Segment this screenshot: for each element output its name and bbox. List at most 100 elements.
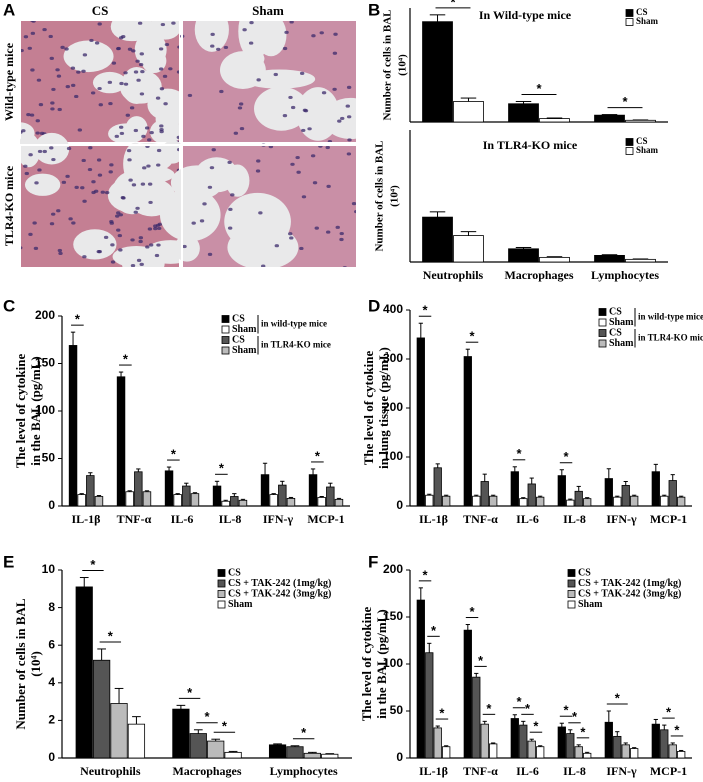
legend-label: CS <box>232 313 245 324</box>
legend-swatch <box>217 569 226 577</box>
error-bar <box>653 718 658 725</box>
significance-label: * <box>470 604 476 619</box>
alveolus <box>112 171 152 215</box>
error-bar <box>144 490 150 492</box>
error-bar <box>427 493 432 496</box>
nucleus <box>346 152 352 156</box>
bar <box>238 499 248 507</box>
nucleus <box>76 70 81 74</box>
nucleus <box>139 52 144 56</box>
legend-swatch <box>567 590 576 598</box>
nucleus <box>210 44 215 48</box>
legend-label: Sham <box>232 345 257 356</box>
bar <box>286 746 304 759</box>
nucleus <box>65 174 70 178</box>
error-bar <box>465 624 470 631</box>
x-tick-label: TNF-α <box>463 764 498 778</box>
alveolus <box>219 51 266 89</box>
error-bar <box>474 672 479 678</box>
bar <box>536 746 545 759</box>
significance-label: * <box>301 725 307 740</box>
y-axis-label: in the BAL (pg/mL) <box>28 356 43 465</box>
bar <box>321 753 339 759</box>
bar <box>604 721 613 759</box>
alveolus <box>254 86 309 131</box>
nucleus <box>138 239 143 244</box>
nucleus <box>319 31 324 35</box>
bar <box>453 235 484 263</box>
nucleus <box>142 166 147 170</box>
nucleus <box>302 108 308 112</box>
y-tick-label: 50 <box>42 451 56 465</box>
alveolus <box>73 229 117 260</box>
nucleus <box>159 130 164 134</box>
nucleus <box>110 243 115 247</box>
x-tick-label: IL-8 <box>563 512 586 526</box>
bar <box>621 485 630 507</box>
legend-swatch <box>217 579 226 588</box>
nucleus <box>141 134 146 138</box>
nucleus <box>49 222 55 226</box>
nucleus <box>104 190 110 195</box>
bar <box>677 751 686 759</box>
nucleus <box>109 163 114 167</box>
nucleus <box>89 38 94 43</box>
bar <box>68 345 78 507</box>
error-bar <box>176 704 186 710</box>
y-tick-label: 200 <box>35 308 55 322</box>
nucleus <box>332 87 337 91</box>
legend-label: CS <box>609 306 622 317</box>
bar <box>127 723 146 759</box>
alveolus <box>225 164 250 197</box>
significance-label: * <box>564 703 570 718</box>
error-bar <box>601 254 618 256</box>
nucleus <box>156 243 161 247</box>
legend-swatch <box>625 147 634 155</box>
nucleus <box>97 86 102 91</box>
bar <box>463 629 472 759</box>
error-bar <box>679 495 684 498</box>
nucleus <box>110 260 116 264</box>
nucleus <box>333 32 338 36</box>
bar <box>422 216 453 263</box>
error-bar <box>623 481 628 486</box>
x-tick-label: MCP-1 <box>650 512 687 526</box>
nucleus <box>88 146 93 150</box>
histology-images <box>20 20 357 268</box>
nucleus <box>339 237 344 242</box>
nucleus <box>35 131 40 135</box>
nucleus <box>66 146 72 151</box>
nucleus <box>100 190 106 194</box>
nucleus <box>227 226 233 230</box>
image-border <box>181 144 357 268</box>
error-bar <box>559 469 564 476</box>
bar <box>510 718 519 759</box>
nucleus <box>325 230 331 234</box>
nucleus <box>284 30 289 34</box>
nucleus <box>164 42 170 47</box>
bar <box>172 708 190 759</box>
alveolus <box>241 207 265 237</box>
nucleus <box>28 153 33 157</box>
legend-label: CS <box>232 334 245 345</box>
legend-label: CS + TAK-242 (3mg/kg) <box>578 588 681 599</box>
nucleus <box>228 207 233 211</box>
bar <box>539 256 570 263</box>
significance-label: * <box>564 449 570 464</box>
error-bar <box>418 322 423 338</box>
x-tick-label: Lymphocytes <box>591 268 659 282</box>
error-bar <box>529 738 534 742</box>
bar <box>651 471 660 507</box>
column-label: CS <box>92 3 109 18</box>
tissue-image <box>180 20 357 144</box>
bar <box>116 376 126 507</box>
y-tick-label: 300 <box>383 351 403 365</box>
error-bar <box>290 745 300 747</box>
bar <box>334 498 344 507</box>
y-axis-label: Number of cells in BAL <box>13 598 28 730</box>
y-tick-label: 400 <box>383 302 403 316</box>
nucleus <box>71 83 76 87</box>
nucleus <box>42 27 47 32</box>
significance-label: * <box>470 329 476 344</box>
nucleus <box>120 195 126 200</box>
